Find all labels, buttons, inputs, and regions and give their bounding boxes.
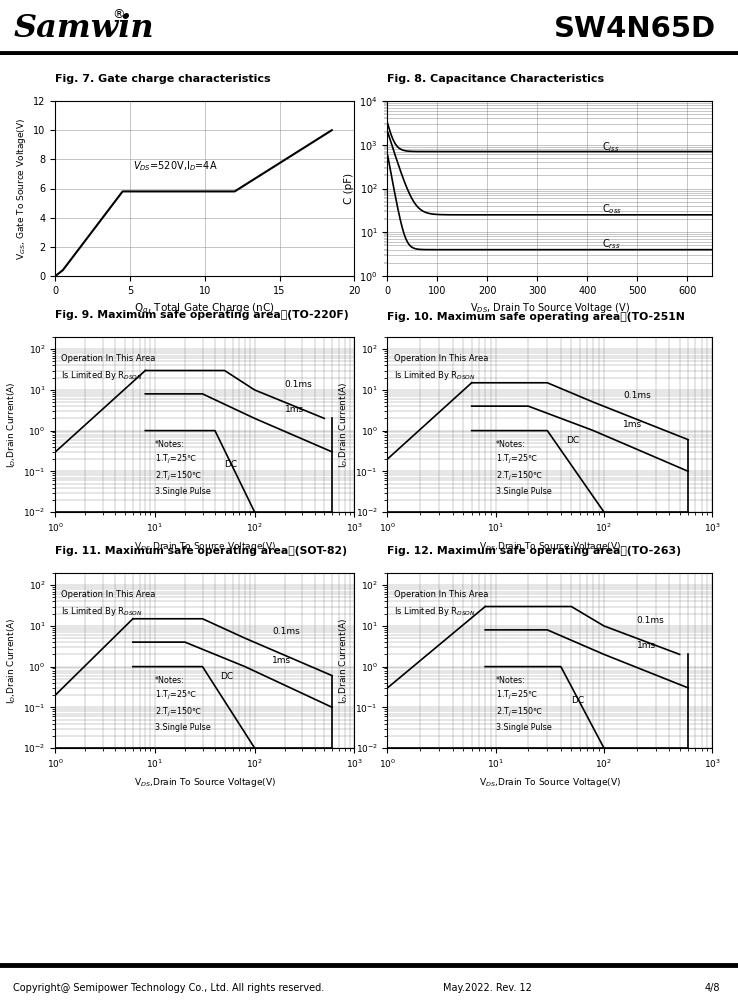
Text: Fig. 10. Maximum safe operating area　(TO-251N: Fig. 10. Maximum safe operating area (TO… — [387, 312, 686, 322]
Text: DC: DC — [220, 672, 233, 681]
Text: 1ms: 1ms — [272, 656, 292, 665]
Text: Fig. 9. Maximum safe operating area　(TO-220F): Fig. 9. Maximum safe operating area (TO-… — [55, 310, 349, 320]
Text: 1ms: 1ms — [623, 420, 642, 429]
Text: Fig. 8. Capacitance Characteristics: Fig. 8. Capacitance Characteristics — [387, 74, 604, 84]
Text: DC: DC — [571, 696, 584, 705]
Text: Is Limited By R$_{DSON}$: Is Limited By R$_{DSON}$ — [394, 605, 476, 618]
Text: Fig. 12. Maximum safe operating area　(TO-263): Fig. 12. Maximum safe operating area (TO… — [387, 546, 681, 556]
Text: *Notes:
1.T$_j$=25℃
2.T$_j$=150℃
3.Single Pulse: *Notes: 1.T$_j$=25℃ 2.T$_j$=150℃ 3.Singl… — [496, 676, 551, 732]
Text: Operation In This Area: Operation In This Area — [61, 590, 156, 599]
Text: 0.1ms: 0.1ms — [285, 380, 312, 389]
Text: DC: DC — [566, 436, 579, 445]
X-axis label: V$_{DS}$,Drain To Source Voltage(V): V$_{DS}$,Drain To Source Voltage(V) — [479, 540, 621, 553]
Text: Copyright@ Semipower Technology Co., Ltd. All rights reserved.: Copyright@ Semipower Technology Co., Ltd… — [13, 983, 325, 993]
Y-axis label: I$_D$,Drain Current(A): I$_D$,Drain Current(A) — [337, 381, 350, 468]
Text: Fig. 11. Maximum safe operating area　(SOT-82): Fig. 11. Maximum safe operating area (SO… — [55, 546, 348, 556]
X-axis label: V$_{DS}$,Drain To Source Voltage(V): V$_{DS}$,Drain To Source Voltage(V) — [134, 776, 276, 789]
Text: C$_{rss}$: C$_{rss}$ — [602, 237, 621, 251]
Text: 1ms: 1ms — [636, 641, 655, 650]
Y-axis label: I$_D$,Drain Current(A): I$_D$,Drain Current(A) — [5, 381, 18, 468]
Text: Operation In This Area: Operation In This Area — [394, 590, 489, 599]
Text: *Notes:
1.T$_j$=25℃
2.T$_j$=150℃
3.Single Pulse: *Notes: 1.T$_j$=25℃ 2.T$_j$=150℃ 3.Singl… — [496, 440, 551, 496]
Text: &TO-251S&TO-251M&TO-251U&TO-252&TO-251MQ): &TO-251S&TO-251M&TO-251U&TO-252&TO-251MQ… — [387, 338, 708, 348]
Text: Samwin: Samwin — [13, 13, 154, 44]
X-axis label: V$_{DS}$, Drain To Source Voltage (V): V$_{DS}$, Drain To Source Voltage (V) — [470, 301, 630, 315]
Text: C$_{oss}$: C$_{oss}$ — [602, 203, 622, 216]
Y-axis label: I$_D$,Drain Current(A): I$_D$,Drain Current(A) — [5, 617, 18, 704]
X-axis label: Q$_g$, Total Gate Charge (nC): Q$_g$, Total Gate Charge (nC) — [134, 301, 275, 316]
Text: Operation In This Area: Operation In This Area — [394, 354, 489, 363]
Text: May.2022. Rev. 12: May.2022. Rev. 12 — [443, 983, 531, 993]
Text: Is Limited By R$_{DSON}$: Is Limited By R$_{DSON}$ — [394, 369, 476, 382]
Text: 0.1ms: 0.1ms — [636, 616, 664, 625]
Text: C$_{iss}$: C$_{iss}$ — [602, 140, 620, 154]
Text: 1ms: 1ms — [285, 405, 304, 414]
X-axis label: V$_{DS}$,Drain To Source Voltage(V): V$_{DS}$,Drain To Source Voltage(V) — [134, 540, 276, 553]
Text: *Notes:
1.T$_j$=25℃
2.T$_j$=150℃
3.Single Pulse: *Notes: 1.T$_j$=25℃ 2.T$_j$=150℃ 3.Singl… — [155, 676, 211, 732]
Text: Is Limited By R$_{DSON}$: Is Limited By R$_{DSON}$ — [61, 369, 143, 382]
Text: Is Limited By R$_{DSON}$: Is Limited By R$_{DSON}$ — [61, 605, 143, 618]
Y-axis label: C (pF): C (pF) — [344, 173, 354, 204]
Y-axis label: I$_D$,Drain Current(A): I$_D$,Drain Current(A) — [337, 617, 350, 704]
Text: 4/8: 4/8 — [705, 983, 720, 993]
Text: Operation In This Area: Operation In This Area — [61, 354, 156, 363]
X-axis label: V$_{DS}$,Drain To Source Voltage(V): V$_{DS}$,Drain To Source Voltage(V) — [479, 776, 621, 789]
Y-axis label: V$_{GS}$, Gate To Source Voltage(V): V$_{GS}$, Gate To Source Voltage(V) — [15, 117, 28, 260]
Text: ®: ® — [112, 8, 125, 21]
Text: SW4N65D: SW4N65D — [554, 15, 716, 43]
Text: Fig. 7. Gate charge characteristics: Fig. 7. Gate charge characteristics — [55, 74, 271, 84]
Text: 0.1ms: 0.1ms — [272, 627, 300, 636]
Text: 0.1ms: 0.1ms — [623, 391, 651, 400]
Text: DC: DC — [224, 460, 238, 469]
Text: $V_{DS}$=520V,I$_D$=4A: $V_{DS}$=520V,I$_D$=4A — [133, 160, 218, 173]
Text: *Notes:
1.T$_j$=25℃
2.T$_j$=150℃
3.Single Pulse: *Notes: 1.T$_j$=25℃ 2.T$_j$=150℃ 3.Singl… — [155, 440, 211, 496]
